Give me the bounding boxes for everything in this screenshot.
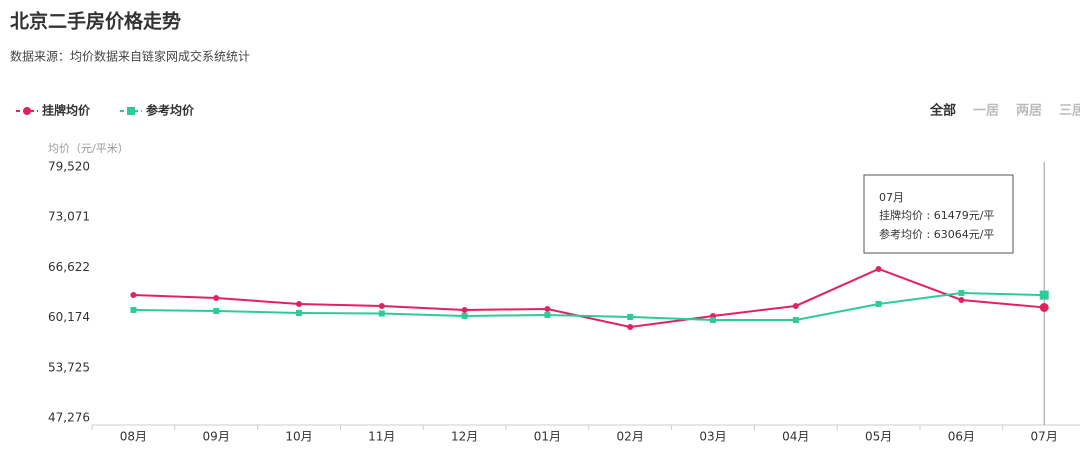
point [710, 316, 716, 323]
point [461, 312, 468, 319]
y-axis-label: 均价（元/平米） [48, 142, 129, 155]
point [792, 302, 799, 309]
x-tick-label: 04月 [782, 430, 809, 444]
y-tick-label: 73,071 [48, 210, 90, 224]
x-tick-label: 12月 [451, 430, 478, 444]
point [627, 323, 634, 330]
point [544, 305, 551, 312]
point [875, 265, 882, 272]
x-tick-label: 11月 [368, 430, 395, 444]
x-tick-label: 05月 [865, 430, 892, 444]
legend-marker [23, 107, 31, 115]
point [792, 316, 799, 323]
x-tick-label: 10月 [285, 430, 312, 444]
legend-label: 挂牌均价 [42, 103, 91, 118]
chart-title: 北京二手房价格走势 [10, 10, 181, 33]
x-tick-label: 01月 [534, 430, 561, 444]
tab[interactable]: 三居 [1059, 104, 1080, 119]
point [378, 310, 385, 317]
legend-marker [127, 107, 135, 115]
tab[interactable]: 一居 [973, 104, 999, 119]
tab[interactable]: 两居 [1016, 104, 1042, 119]
chart-subtitle: 数据来源：均价数据来自链家网成交系统统计 [10, 49, 250, 64]
point [130, 291, 137, 298]
tab[interactable]: 全部 [929, 103, 956, 119]
point [296, 300, 302, 307]
point [958, 296, 965, 303]
point [213, 307, 220, 314]
x-tick-label: 09月 [203, 430, 230, 444]
point [1039, 302, 1049, 312]
x-tick-label: 02月 [617, 430, 644, 444]
series-line [133, 267, 1045, 328]
point [958, 289, 965, 296]
point [1039, 290, 1049, 300]
tooltip-line: 参考均价 : 63064元/平 [879, 227, 994, 241]
tooltip-line: 挂牌均价 : 61479元/平 [879, 208, 994, 222]
point [378, 302, 385, 309]
y-tick-label: 47,276 [48, 411, 90, 425]
point [627, 313, 634, 320]
x-tick-label: 08月 [120, 430, 147, 444]
x-tick-label: 07月 [1031, 430, 1058, 444]
point [130, 306, 137, 313]
x-tick-label: 03月 [699, 430, 726, 444]
point [296, 309, 302, 316]
y-tick-label: 53,725 [48, 360, 90, 374]
y-tick-label: 79,520 [48, 160, 90, 174]
point [213, 294, 220, 301]
point [544, 311, 551, 318]
point [875, 300, 882, 307]
point [461, 306, 468, 313]
tooltip-title: 07月 [879, 191, 904, 204]
y-tick-label: 60,174 [48, 310, 90, 324]
tooltip-box [863, 174, 1014, 254]
y-tick-label: 66,622 [48, 260, 90, 274]
series-line [133, 291, 1045, 321]
legend-label: 参考均价 [146, 103, 195, 118]
x-tick-label: 06月 [948, 430, 975, 444]
